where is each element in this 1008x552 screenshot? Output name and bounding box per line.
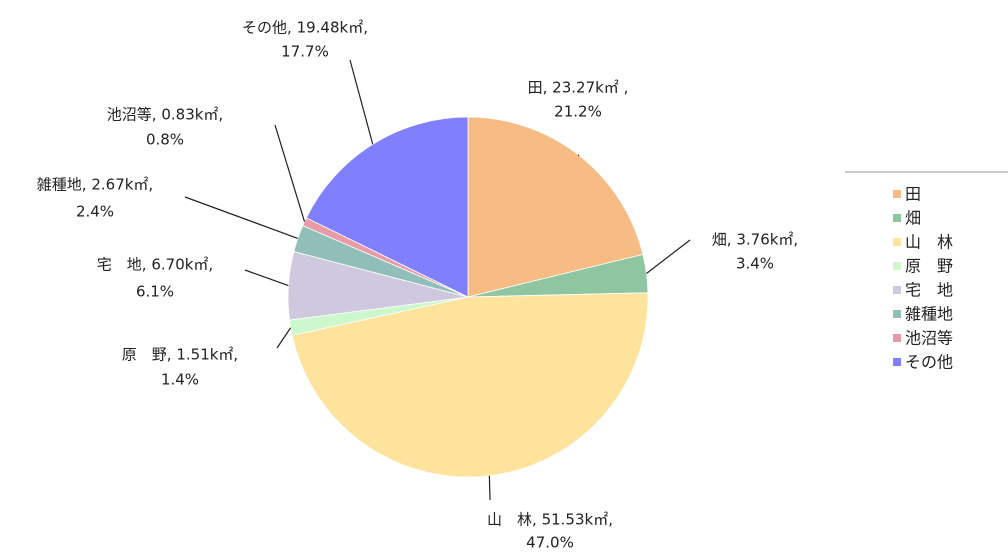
data-label: 宅 地, 6.70k㎡, bbox=[97, 256, 213, 274]
leader-line bbox=[244, 269, 289, 287]
data-label: 雑種地, 2.67k㎡, bbox=[37, 176, 153, 194]
leader-line bbox=[274, 124, 306, 222]
leader-line bbox=[488, 475, 491, 501]
data-label-percent: 1.4% bbox=[161, 371, 199, 389]
legend-label: 畑 bbox=[905, 209, 921, 228]
leader-line bbox=[184, 196, 299, 239]
data-label: その他, 19.48k㎡, bbox=[242, 19, 368, 37]
legend-swatch bbox=[893, 214, 901, 222]
leader-line bbox=[276, 327, 292, 349]
data-label: 池沼等, 0.83k㎡, bbox=[107, 106, 223, 124]
data-label-percent: 17.7% bbox=[281, 43, 329, 61]
data-label-percent: 47.0% bbox=[526, 534, 574, 552]
data-label-percent: 3.4% bbox=[736, 255, 774, 273]
legend-label: 田 bbox=[905, 185, 921, 204]
legend-swatch bbox=[893, 238, 901, 246]
legend-label: 宅 地 bbox=[905, 281, 953, 300]
data-label: 畑, 3.76k㎡, bbox=[712, 231, 798, 249]
legend-swatch bbox=[893, 286, 901, 294]
legend-label: 池沼等 bbox=[905, 329, 953, 348]
legend-swatch bbox=[893, 358, 901, 366]
legend-swatch bbox=[893, 190, 901, 198]
data-label-percent: 2.4% bbox=[76, 203, 114, 221]
legend-swatch bbox=[893, 310, 901, 318]
legend-swatch bbox=[893, 262, 901, 270]
data-label: 原 野, 1.51k㎡, bbox=[122, 346, 238, 364]
data-label: 山 林, 51.53k㎡, bbox=[487, 511, 613, 529]
data-label: 田, 23.27k㎡ , bbox=[528, 79, 629, 97]
data-label-percent: 21.2% bbox=[554, 103, 602, 121]
legend-label: その他 bbox=[905, 353, 953, 372]
pie-slice bbox=[291, 292, 649, 478]
legend-label: 雑種地 bbox=[905, 305, 953, 324]
leader-line bbox=[349, 59, 374, 145]
data-label-percent: 6.1% bbox=[136, 283, 174, 301]
legend-label: 山 林 bbox=[905, 233, 953, 252]
data-label-percent: 0.8% bbox=[146, 131, 184, 149]
legend-label: 原 野 bbox=[905, 257, 953, 276]
leader-line bbox=[646, 239, 691, 274]
legend-swatch bbox=[893, 334, 901, 342]
